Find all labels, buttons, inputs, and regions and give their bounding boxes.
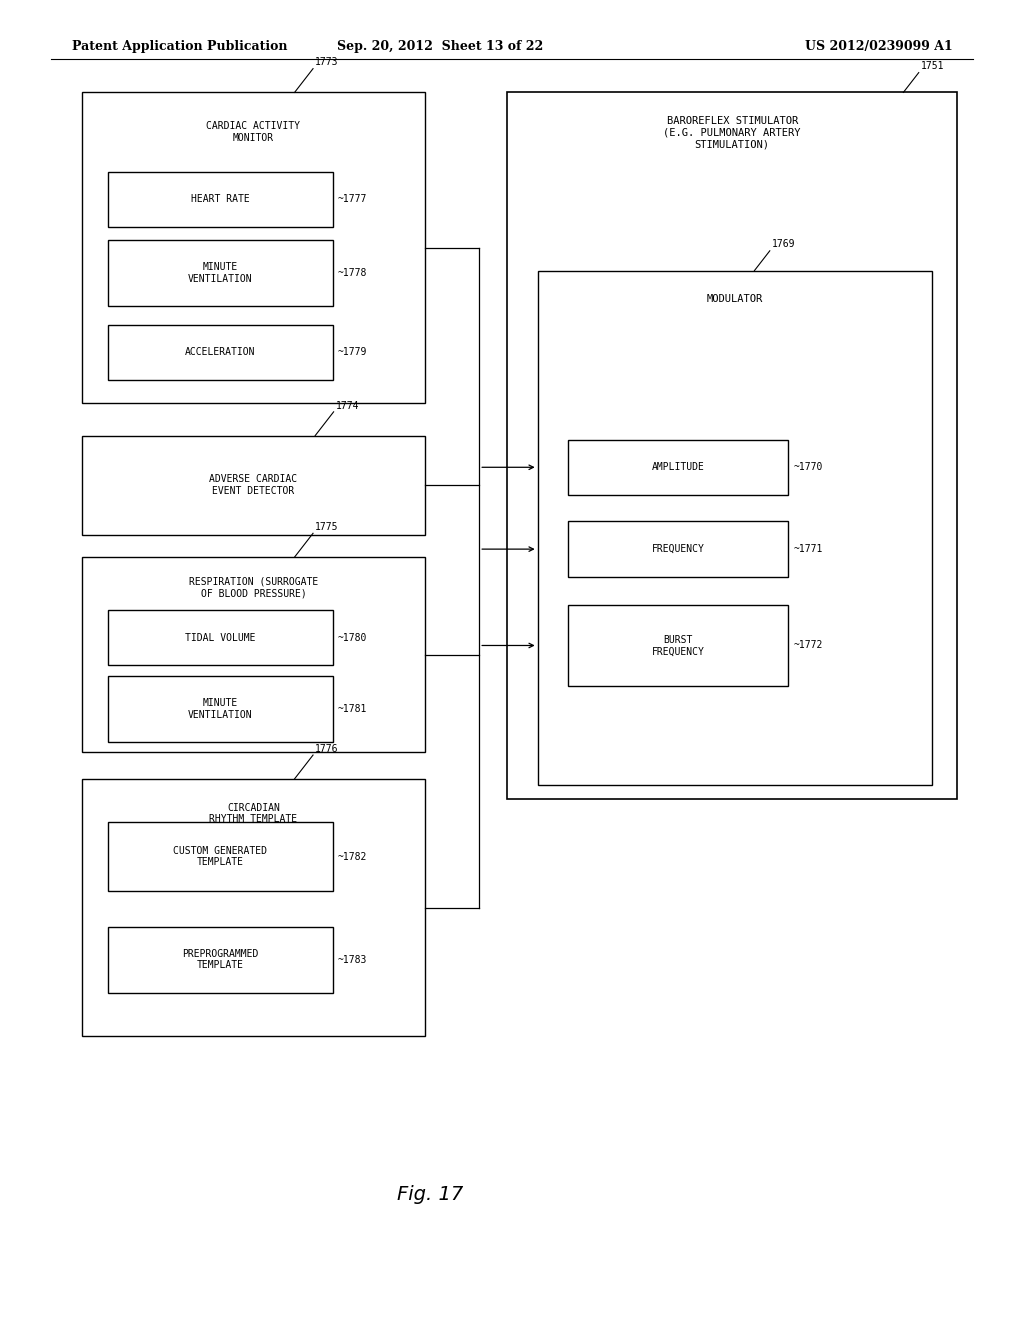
Text: MINUTE
VENTILATION: MINUTE VENTILATION (187, 698, 253, 719)
Text: 1776: 1776 (315, 743, 339, 754)
FancyBboxPatch shape (108, 822, 333, 891)
Text: MODULATOR: MODULATOR (707, 294, 763, 305)
FancyBboxPatch shape (538, 271, 932, 785)
Text: ~1770: ~1770 (794, 462, 823, 473)
Text: 1775: 1775 (315, 521, 339, 532)
Text: ~1782: ~1782 (338, 851, 368, 862)
Text: FREQUENCY: FREQUENCY (652, 544, 705, 554)
FancyBboxPatch shape (568, 605, 788, 686)
Text: ~1777: ~1777 (338, 194, 368, 205)
Text: Sep. 20, 2012  Sheet 13 of 22: Sep. 20, 2012 Sheet 13 of 22 (337, 40, 544, 53)
Text: BAROREFLEX STIMULATOR
(E.G. PULMONARY ARTERY
STIMULATION): BAROREFLEX STIMULATOR (E.G. PULMONARY AR… (664, 116, 801, 149)
Text: US 2012/0239099 A1: US 2012/0239099 A1 (805, 40, 952, 53)
FancyBboxPatch shape (82, 779, 425, 1036)
Text: Fig. 17: Fig. 17 (397, 1185, 463, 1204)
FancyBboxPatch shape (108, 325, 333, 380)
FancyBboxPatch shape (108, 927, 333, 993)
Text: ~1783: ~1783 (338, 954, 368, 965)
Text: ~1781: ~1781 (338, 704, 368, 714)
Text: Patent Application Publication: Patent Application Publication (72, 40, 287, 53)
FancyBboxPatch shape (108, 240, 333, 306)
Text: MINUTE
VENTILATION: MINUTE VENTILATION (187, 263, 253, 284)
FancyBboxPatch shape (108, 172, 333, 227)
Text: ~1771: ~1771 (794, 544, 823, 554)
Text: ~1779: ~1779 (338, 347, 368, 358)
Text: RESPIRATION (SURROGATE
OF BLOOD PRESSURE): RESPIRATION (SURROGATE OF BLOOD PRESSURE… (188, 577, 318, 598)
FancyBboxPatch shape (507, 92, 957, 799)
Text: 1751: 1751 (921, 61, 944, 71)
Text: CUSTOM GENERATED
TEMPLATE: CUSTOM GENERATED TEMPLATE (173, 846, 267, 867)
FancyBboxPatch shape (82, 92, 425, 403)
FancyBboxPatch shape (568, 521, 788, 577)
FancyBboxPatch shape (108, 610, 333, 665)
Text: PREPROGRAMMED
TEMPLATE: PREPROGRAMMED TEMPLATE (182, 949, 258, 970)
Text: TIDAL VOLUME: TIDAL VOLUME (185, 632, 255, 643)
Text: 1774: 1774 (336, 400, 359, 411)
Text: CIRCADIAN
RHYTHM TEMPLATE: CIRCADIAN RHYTHM TEMPLATE (209, 803, 298, 824)
Text: AMPLITUDE: AMPLITUDE (652, 462, 705, 473)
Text: ~1772: ~1772 (794, 640, 823, 651)
FancyBboxPatch shape (82, 436, 425, 535)
FancyBboxPatch shape (82, 557, 425, 752)
Text: ACCELERATION: ACCELERATION (185, 347, 255, 358)
Text: HEART RATE: HEART RATE (190, 194, 250, 205)
Text: 1769: 1769 (772, 239, 796, 249)
Text: BURST
FREQUENCY: BURST FREQUENCY (652, 635, 705, 656)
Text: ~1778: ~1778 (338, 268, 368, 279)
FancyBboxPatch shape (108, 676, 333, 742)
Text: 1773: 1773 (315, 57, 339, 67)
Text: ADVERSE CARDIAC
EVENT DETECTOR: ADVERSE CARDIAC EVENT DETECTOR (209, 474, 298, 496)
Text: CARDIAC ACTIVITY
MONITOR: CARDIAC ACTIVITY MONITOR (207, 121, 300, 143)
Text: ~1780: ~1780 (338, 632, 368, 643)
FancyBboxPatch shape (568, 440, 788, 495)
